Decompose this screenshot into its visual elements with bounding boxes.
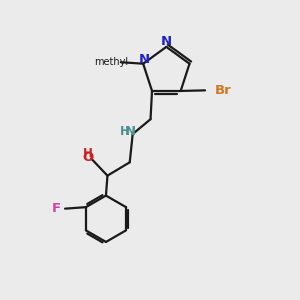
Text: O: O bbox=[82, 151, 94, 164]
Text: N: N bbox=[161, 35, 172, 48]
Text: F: F bbox=[52, 202, 61, 215]
Text: Br: Br bbox=[214, 84, 231, 97]
Text: N: N bbox=[125, 125, 136, 138]
Text: H: H bbox=[83, 147, 93, 160]
Text: H: H bbox=[119, 125, 129, 138]
Text: methyl: methyl bbox=[94, 57, 128, 67]
Text: N: N bbox=[139, 53, 150, 66]
